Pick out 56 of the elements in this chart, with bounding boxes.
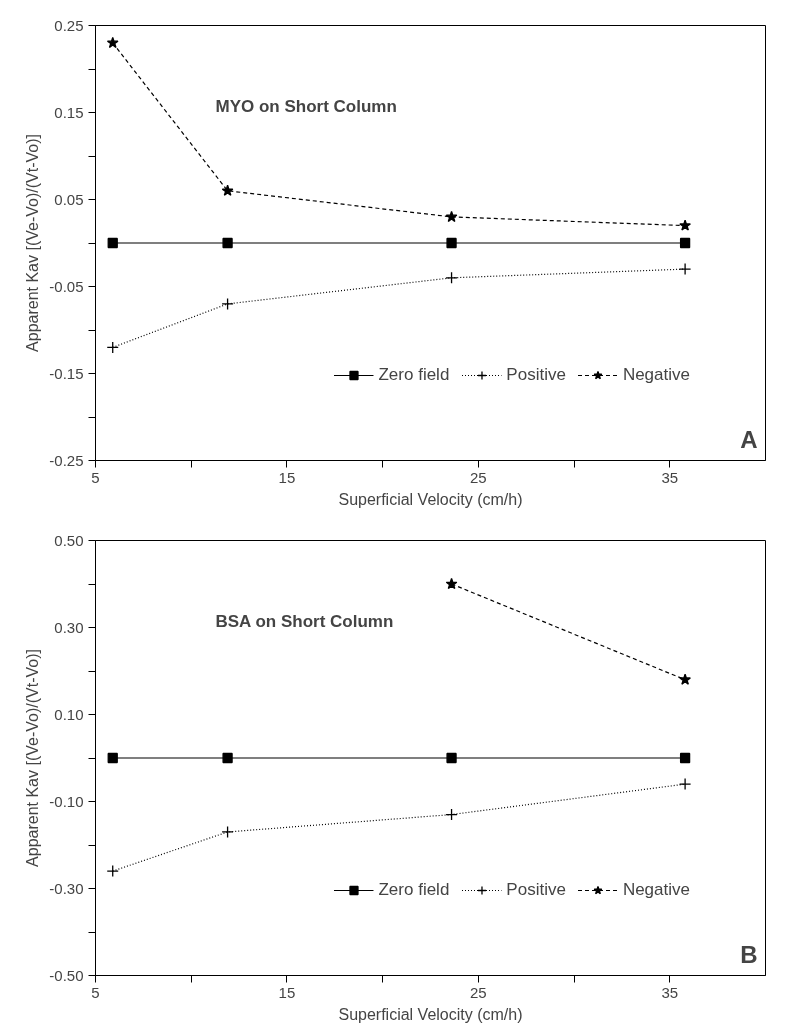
y-tick-label: -0.15: [49, 364, 84, 382]
point: [445, 808, 458, 821]
x-tick-label: 25: [470, 468, 487, 486]
x-axis-title: Superficial Velocity (cm/h): [338, 1005, 523, 1023]
point: [221, 297, 234, 311]
y-tick-label: -0.25: [49, 451, 84, 469]
x-tick-label: 5: [91, 983, 100, 1001]
y-tick-label: -0.30: [49, 879, 84, 897]
point: [222, 237, 233, 249]
point: [446, 237, 457, 249]
legend-label: Negative: [622, 365, 690, 385]
legend-label: Zero field: [378, 880, 450, 900]
point: [445, 577, 458, 590]
y-tick-label: 0.05: [54, 190, 84, 208]
y-tick-label: 0.10: [54, 705, 84, 723]
annotation: A: [740, 425, 758, 453]
x-tick-label: 5: [91, 468, 100, 486]
x-tick-label: 15: [278, 468, 296, 486]
x-axis-title: Superficial Velocity (cm/h): [338, 490, 523, 508]
point: [221, 825, 234, 839]
y-tick-label: -0.05: [49, 277, 84, 295]
point: [679, 219, 691, 231]
y-axis-title: Apparent Kav [(Ve-Vo)/(Vt-Vo)]: [24, 134, 42, 352]
point: [106, 864, 119, 878]
legend-label: Zero field: [378, 365, 450, 385]
point: [107, 752, 118, 764]
point: [221, 184, 234, 196]
y-tick-label: -0.10: [49, 792, 84, 810]
point: [445, 271, 458, 284]
point: [107, 237, 118, 249]
x-tick-label: 35: [661, 468, 679, 486]
annotation: B: [740, 940, 758, 968]
y-tick-label: 0.25: [54, 16, 84, 34]
point: [679, 673, 691, 685]
y-tick-label: -0.50: [49, 966, 84, 984]
x-tick-label: 15: [278, 983, 296, 1001]
point: [679, 237, 691, 249]
y-tick-label: 0.15: [54, 103, 84, 121]
x-tick-label: 25: [470, 983, 487, 1001]
point: [678, 777, 692, 791]
point: [678, 262, 692, 276]
point: [445, 210, 458, 222]
point: [106, 36, 119, 48]
point: [106, 341, 119, 354]
legend-label: Positive: [506, 880, 566, 900]
x-tick-label: 35: [661, 983, 679, 1001]
legend-label: Negative: [622, 880, 690, 900]
annotation: MYO on Short Column: [215, 96, 397, 116]
y-tick-label: 0.50: [54, 531, 84, 549]
point: [679, 752, 691, 764]
legend-label: Positive: [506, 365, 566, 385]
annotation: BSA on Short Column: [215, 611, 394, 631]
point: [446, 752, 457, 764]
y-axis-title: Apparent Kav [(Ve-Vo)/(Vt-Vo)]: [24, 649, 42, 867]
point: [222, 752, 233, 764]
y-tick-label: 0.30: [54, 618, 84, 636]
